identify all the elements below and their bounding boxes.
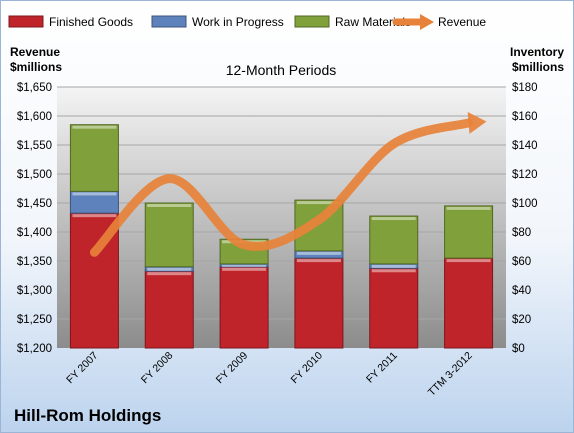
left-tick-label: $1,600: [17, 111, 52, 123]
chart-subtitle: 12-Month Periods: [226, 62, 337, 78]
bar-segment: [144, 270, 194, 349]
right-tick-label: $0: [512, 343, 525, 355]
right-tick-label: $80: [512, 227, 531, 239]
legend: Finished Goods Work in Progress Raw Materi…: [8, 14, 486, 30]
bar-segment-highlight: [222, 264, 267, 267]
bar-segment-fill: [69, 124, 119, 192]
legend-item: Finished Goods: [8, 15, 133, 29]
bar-segment-highlight: [371, 264, 416, 268]
bar-segment: [369, 215, 419, 265]
bar-segment: [444, 257, 494, 349]
right-tick-label: $20: [512, 314, 531, 326]
bar-segment-fill: [144, 270, 194, 349]
right-tick-label: $140: [512, 140, 538, 152]
bar-segment-highlight: [147, 272, 192, 276]
left-axis-title-line1: Revenue: [10, 45, 60, 59]
bar-segment: [219, 266, 269, 349]
left-tick-label: $1,450: [17, 198, 52, 210]
bar-segment-highlight: [72, 214, 117, 218]
bar-segment-fill: [444, 257, 494, 349]
bar-segment-highlight: [446, 259, 491, 263]
bar-segment-fill: [219, 266, 269, 349]
bar-segment-highlight: [296, 251, 341, 255]
left-tick-label: $1,300: [17, 285, 52, 297]
bar-segment-highlight: [147, 204, 192, 207]
left-tick-label: $1,250: [17, 314, 52, 326]
right-tick-label: $100: [512, 198, 538, 210]
bar-segment-fill: [369, 215, 419, 265]
legend-label: Work in Progress: [192, 15, 284, 29]
right-tick-label: $40: [512, 285, 531, 297]
left-axis-title-line2: $millions: [10, 60, 62, 74]
legend-label: Raw Materials: [335, 15, 411, 29]
right-tick-label: $180: [512, 82, 538, 94]
bar-segment-highlight: [147, 267, 192, 271]
bar-segment-highlight: [72, 125, 117, 129]
company-name: Hill-Rom Holdings: [14, 406, 161, 425]
bar-segment: [294, 250, 344, 259]
bar-segment-fill: [294, 257, 344, 349]
left-tick-label: $1,200: [17, 343, 52, 355]
legend-arrow-swatch: [420, 14, 434, 30]
right-axis-title-line2: $millions: [512, 60, 564, 74]
bar-segment-fill: [444, 205, 494, 259]
left-tick-label: $1,400: [17, 227, 52, 239]
bar-segment-highlight: [296, 259, 341, 263]
bar-segment-highlight: [72, 192, 117, 196]
left-tick-label: $1,650: [17, 82, 52, 94]
legend-label: Finished Goods: [49, 15, 133, 29]
revenue-line: [89, 118, 474, 257]
bar-segment-highlight: [446, 206, 491, 210]
right-tick-label: $120: [512, 169, 538, 181]
bar-segment: [144, 266, 194, 272]
bar-segment: [69, 190, 119, 214]
left-tick-label: $1,500: [17, 169, 52, 181]
bar-segment-fill: [144, 202, 194, 268]
right-tick-label: $160: [512, 111, 538, 123]
right-axis-title-line1: Inventory: [510, 45, 564, 59]
legend-item: Work in Progress: [151, 15, 284, 29]
right-tick-label: $60: [512, 256, 531, 268]
left-tick-label: $1,350: [17, 256, 52, 268]
bar-segment: [144, 202, 194, 268]
bar-segment: [294, 257, 344, 349]
bar-segment-highlight: [296, 201, 341, 205]
bar-segment-fill: [369, 267, 419, 349]
legend-swatch: [151, 15, 187, 28]
bar-segment: [69, 124, 119, 192]
legend-swatch: [8, 15, 44, 28]
bar-segment: [369, 263, 419, 269]
bar-segment: [369, 267, 419, 349]
legend-label: Revenue: [438, 15, 486, 29]
bar-segment-highlight: [222, 267, 267, 271]
bar-segment: [444, 205, 494, 259]
legend-item: Raw Materials: [294, 15, 411, 29]
left-tick-label: $1,550: [17, 140, 52, 152]
bar-segment-highlight: [371, 217, 416, 221]
bar-segment-highlight: [371, 269, 416, 273]
legend-swatch: [294, 15, 330, 28]
legend-item: Revenue: [392, 14, 486, 30]
revenue-arrowhead: [467, 111, 487, 134]
